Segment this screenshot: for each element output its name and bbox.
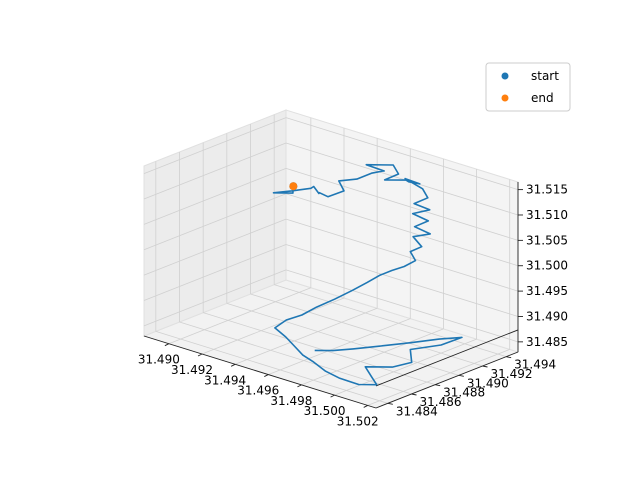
z-grid-left	[143, 269, 287, 327]
x-grid-floor	[301, 328, 444, 386]
z-tick-label: 31.490	[526, 309, 568, 323]
x-grid-floor	[334, 338, 477, 396]
y-grid-floor	[250, 293, 483, 367]
z-grid-back	[285, 193, 519, 267]
legend-start-marker	[501, 72, 509, 80]
axis-lines	[143, 182, 519, 409]
y-tick-mark	[411, 393, 417, 396]
gridlines	[143, 114, 519, 406]
end-marker	[289, 182, 298, 191]
z-grid-back	[285, 269, 519, 343]
tick-labels: 31.49031.49231.49431.49631.49831.50031.5…	[138, 183, 568, 429]
z-grid-back	[285, 244, 519, 317]
x-tick-mark	[330, 394, 335, 398]
x-tick-label: 31.496	[237, 384, 279, 398]
z-grid-back	[285, 167, 519, 241]
legend-end-label: end	[531, 91, 554, 105]
z-grid-left	[143, 142, 287, 200]
y-tick-label: 31.492	[491, 367, 533, 381]
z-grid-back	[285, 117, 519, 190]
legend-end-marker	[501, 94, 509, 102]
x-grid-floor	[268, 318, 411, 375]
z-tick-label: 31.495	[526, 284, 568, 298]
x-grid-floor	[234, 307, 378, 365]
y-grid-floor	[179, 321, 412, 395]
y-tick-label: 31.488	[443, 386, 485, 400]
x-tick-mark	[164, 343, 170, 347]
z-grid-back	[285, 218, 519, 292]
x-tick-mark	[297, 384, 302, 388]
z-grid-left	[143, 117, 287, 174]
y-tick-mark	[506, 356, 512, 359]
z-grid-left	[143, 218, 287, 276]
y-grid-floor	[155, 330, 388, 404]
x-tick-label: 31.492	[171, 363, 213, 377]
y-tick-label: 31.484	[396, 404, 438, 418]
x-tick-mark	[230, 363, 236, 367]
z-tick-label: 31.505	[526, 233, 568, 247]
z-tick-label: 31.500	[526, 259, 568, 273]
y-tick-mark	[387, 402, 393, 405]
y-tick-label: 31.494	[514, 358, 556, 372]
y-tick-label: 31.490	[467, 376, 509, 390]
x-grid-floor	[168, 287, 312, 345]
x-axis-line	[143, 335, 377, 409]
x-tick-mark	[363, 405, 368, 408]
z-grid-left	[143, 193, 287, 251]
trajectory-line	[272, 163, 463, 386]
x-grid-floor	[201, 297, 345, 355]
plot-area	[272, 163, 463, 386]
legend-start-label: start	[531, 69, 559, 83]
y-tick-label: 31.486	[420, 395, 462, 409]
z-tick-label: 31.515	[526, 183, 568, 197]
z-grid-back	[285, 142, 519, 216]
x-tick-label: 31.498	[270, 394, 312, 408]
x-tick-label: 31.502	[337, 414, 379, 428]
z-tick-label: 31.510	[526, 208, 568, 222]
z-grid-left	[143, 167, 287, 225]
z-grid-left	[143, 244, 287, 301]
x-tick-mark	[264, 374, 269, 377]
y-tick-mark	[482, 365, 488, 368]
x-tick-mark	[197, 353, 203, 357]
legend: start end	[485, 62, 571, 112]
y-tick-mark	[435, 384, 441, 387]
z-axis-base	[375, 329, 519, 387]
y-grid-floor	[274, 284, 507, 358]
x-tick-label: 31.490	[138, 353, 180, 367]
x-grid-floor	[367, 349, 510, 406]
x-tick-label: 31.494	[204, 373, 246, 387]
y-grid-floor	[226, 302, 459, 376]
z-tick-label: 31.485	[526, 335, 568, 349]
y-grid-floor	[203, 312, 436, 386]
y-axis-line	[375, 351, 519, 409]
y-tick-mark	[458, 374, 464, 377]
x-tick-label: 31.500	[304, 404, 346, 418]
